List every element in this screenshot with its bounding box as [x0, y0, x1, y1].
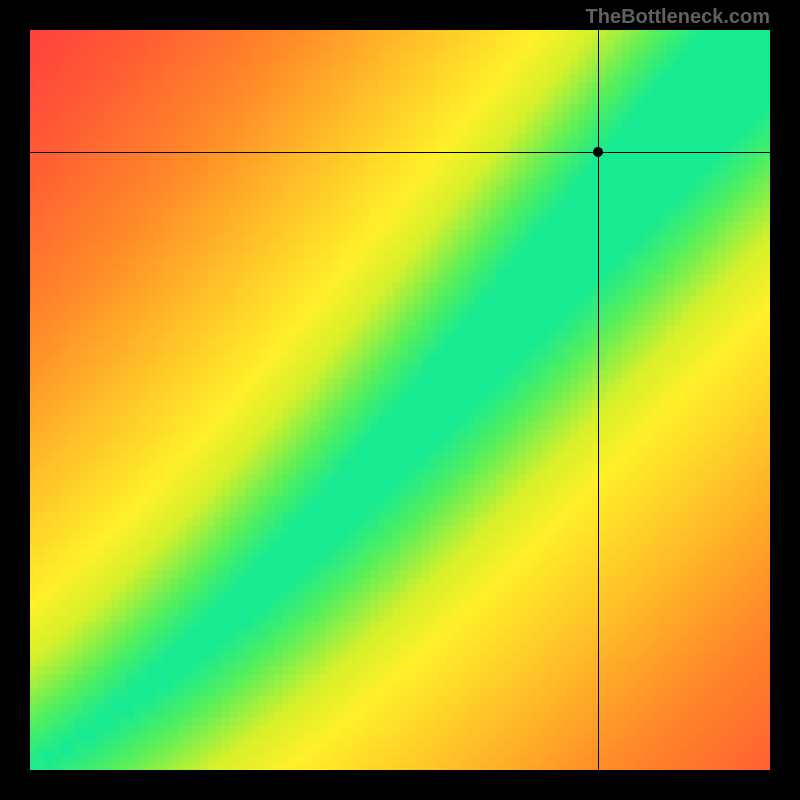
watermark-text: TheBottleneck.com [586, 6, 770, 29]
crosshair-horizontal-line [30, 152, 770, 153]
crosshair-marker-dot [593, 147, 603, 157]
crosshair-vertical-line [598, 30, 599, 770]
bottleneck-heatmap [30, 30, 770, 770]
figure-container: TheBottleneck.com [0, 0, 800, 800]
plot-region [30, 30, 770, 770]
